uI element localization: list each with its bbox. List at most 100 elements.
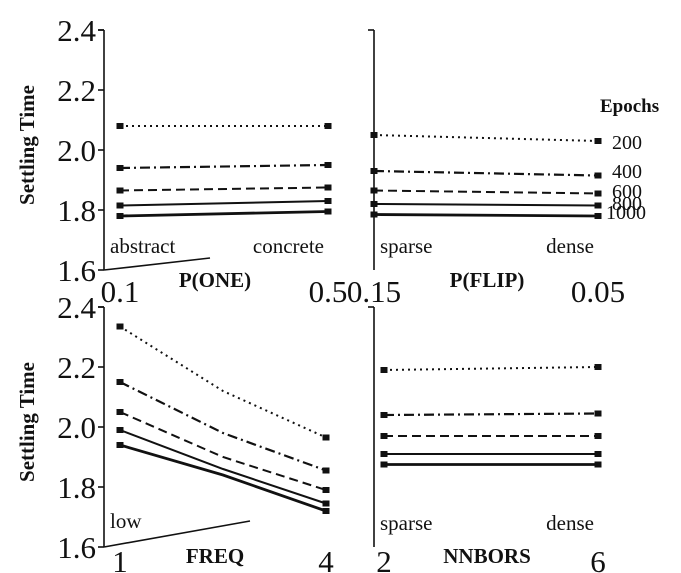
- data-point-200: [594, 364, 602, 370]
- x-tick-label: 1: [112, 544, 128, 573]
- x-tick-label: 0.5: [309, 274, 348, 309]
- data-point-200: [324, 123, 332, 129]
- corner-label-right: dense: [546, 511, 594, 535]
- data-point-800: [116, 202, 124, 209]
- data-point-400: [594, 410, 602, 417]
- baseline-slope: [103, 520, 251, 548]
- data-point-600: [322, 487, 330, 493]
- x-axis-title: P(ONE): [179, 268, 251, 292]
- data-point-600: [380, 433, 388, 439]
- x-tick-label: 2: [376, 544, 392, 573]
- series-line-600: [119, 186, 329, 192]
- legend-entry-1000: 1000: [606, 202, 646, 224]
- corner-label-left: sparse: [380, 234, 432, 258]
- data-point-600: [370, 187, 378, 194]
- x-tick-label: 0.05: [571, 274, 625, 309]
- data-point-1000: [116, 213, 124, 219]
- series-line-1000: [119, 210, 329, 218]
- x-tick-label: 6: [590, 544, 606, 573]
- y-tick-label: 2.0: [57, 133, 96, 168]
- x-tick-label: 0.1: [101, 274, 140, 309]
- series-line-800: [373, 203, 599, 207]
- y-tick-label: 2.0: [57, 410, 96, 445]
- y-axis-title: Settling Time: [15, 362, 39, 482]
- series-line-600: [119, 411, 327, 491]
- data-point-400: [322, 467, 330, 474]
- y-tick-label: 2.4: [57, 13, 96, 48]
- data-point-800: [380, 451, 388, 457]
- data-point-800: [322, 500, 330, 507]
- data-point-400: [370, 168, 378, 174]
- data-point-200: [116, 323, 124, 330]
- x-axis-title: NNBORS: [443, 544, 531, 568]
- y-tick-label: 2.2: [57, 73, 96, 108]
- y-tick-label: 2.4: [57, 290, 96, 325]
- series-line-600: [373, 189, 599, 195]
- data-point-800: [594, 451, 602, 457]
- series-line-400: [119, 163, 329, 170]
- corner-label-left: abstract: [110, 234, 175, 258]
- data-point-1000: [380, 461, 388, 468]
- y-tick-label: 1.8: [57, 470, 96, 505]
- baseline-slope: [103, 257, 211, 271]
- series-line-400: [383, 412, 599, 417]
- series-line-1000: [119, 443, 327, 513]
- x-axis-title: FREQ: [186, 544, 244, 568]
- data-point-1000: [594, 461, 602, 468]
- data-point-600: [594, 433, 602, 439]
- series-line-400: [119, 381, 327, 472]
- chart-panel-bottom-left: 1.6 1.8 2.0 2.2 2.4 Settling Time 1 4 FREQ low: [15, 290, 334, 573]
- chart-panel-top-left: 1.6 1.8 2.0 2.2 2.4 Settling Time 0.1 0.5 P(ONE)…: [15, 13, 347, 309]
- chart-panel-bottom-right: 2 6 NNBORS sparse dense: [368, 306, 606, 573]
- legend-entry-800: 800: [612, 193, 642, 215]
- series-line-400: [373, 169, 599, 177]
- data-point-800: [370, 201, 378, 207]
- data-point-200: [322, 434, 330, 441]
- x-tick-label: 0.15: [347, 274, 401, 309]
- corner-label-right: dense: [546, 234, 594, 258]
- data-point-600: [594, 190, 602, 197]
- data-point-200: [370, 132, 378, 138]
- y-tick-label: 1.6: [57, 253, 96, 288]
- legend-entry-400: 400: [612, 161, 642, 183]
- data-point-800: [324, 198, 332, 204]
- data-point-600: [116, 409, 124, 415]
- y-axis-title: Settling Time: [15, 85, 39, 205]
- corner-label-right: concrete: [253, 234, 324, 258]
- data-point-1000: [116, 442, 124, 448]
- data-point-200: [594, 138, 602, 144]
- data-point-800: [594, 202, 602, 209]
- y-tick-label: 1.6: [57, 530, 96, 565]
- data-point-400: [380, 412, 388, 418]
- data-point-200: [380, 367, 388, 373]
- series-line-800: [119, 429, 327, 505]
- corner-label-left: low: [110, 509, 142, 533]
- series-line-200: [373, 134, 599, 142]
- series-line-800: [119, 200, 329, 207]
- y-tick-label: 2.2: [57, 350, 96, 385]
- data-point-1000: [322, 508, 330, 514]
- series-line-1000: [373, 213, 599, 218]
- legend-entry-200: 200: [612, 132, 642, 154]
- data-point-800: [116, 427, 124, 433]
- data-point-400: [324, 162, 332, 168]
- data-point-400: [116, 379, 124, 385]
- series-line-200: [119, 325, 327, 439]
- x-tick-label: 4: [318, 544, 334, 573]
- data-point-1000: [594, 213, 602, 219]
- data-point-1000: [370, 211, 378, 218]
- epochs-legend: Epochs 200 400 600 800 1000: [600, 96, 659, 224]
- data-point-400: [116, 165, 124, 171]
- data-point-400: [594, 172, 602, 179]
- corner-label-left: sparse: [380, 511, 432, 535]
- data-point-200: [116, 123, 124, 129]
- legend-title: Epochs: [600, 96, 659, 117]
- series-line-200: [383, 366, 599, 371]
- chart-panel-top-right: 0.15 0.05 P(FLIP) sparse dense: [347, 29, 625, 309]
- x-axis-title: P(FLIP): [450, 268, 525, 292]
- data-point-600: [116, 187, 124, 194]
- data-point-600: [324, 184, 332, 191]
- data-point-1000: [324, 208, 332, 215]
- y-tick-label: 1.8: [57, 193, 96, 228]
